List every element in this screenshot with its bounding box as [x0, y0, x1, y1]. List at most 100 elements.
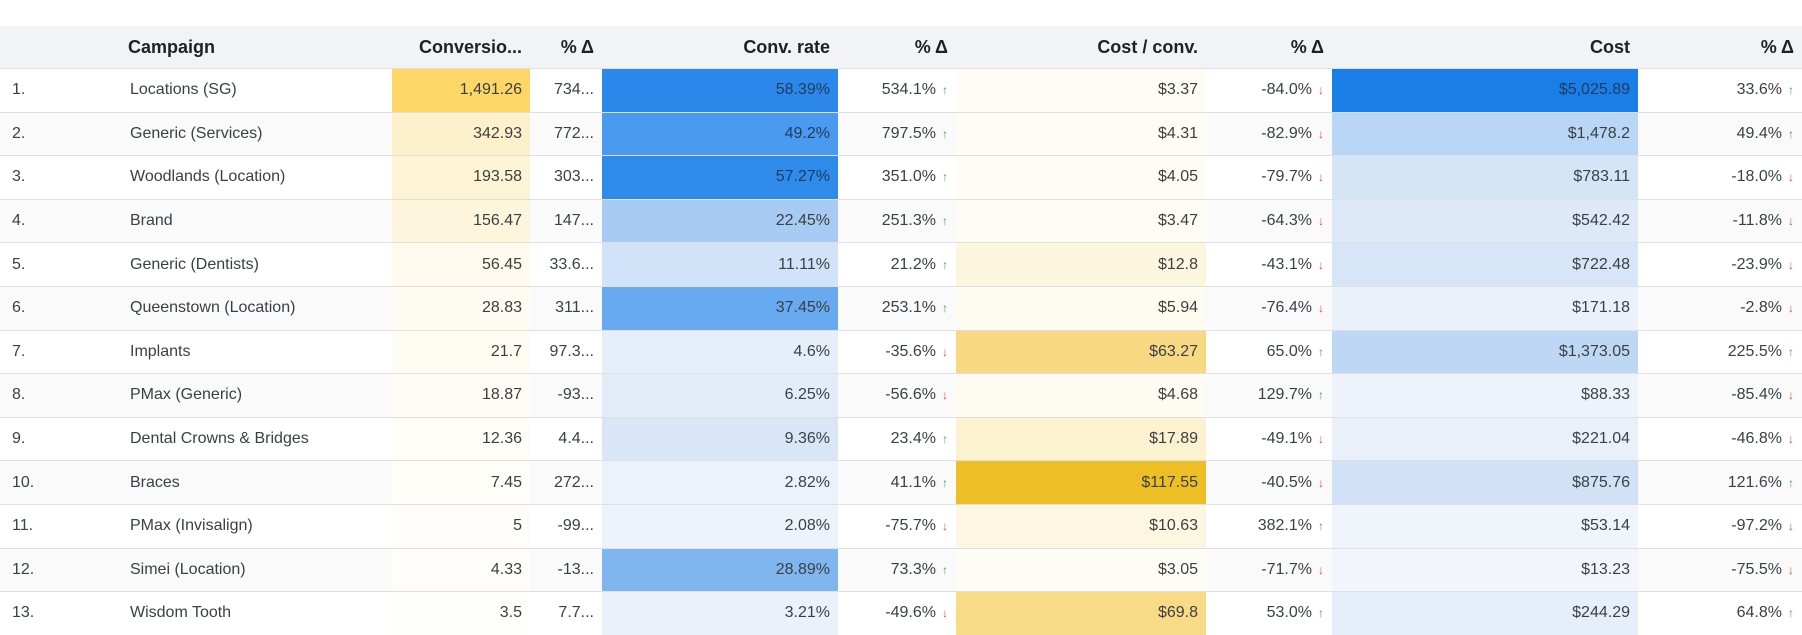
arrow-up-icon: ↑ — [942, 83, 948, 98]
cost-per-conv-change: -79.7% ↓ — [1261, 168, 1324, 186]
conv-rate-value: 37.45% — [602, 286, 838, 330]
arrow-up-icon: ↑ — [942, 301, 948, 316]
conv-rate-change: 21.2% ↑ — [890, 255, 948, 273]
arrow-down-icon: ↓ — [1318, 170, 1324, 185]
campaign-name[interactable]: Generic (Dentists) — [130, 255, 259, 273]
campaign-name[interactable]: Dental Crowns & Bridges — [130, 430, 309, 448]
row-index: 4. — [12, 212, 26, 230]
arrow-up-icon: ↑ — [1788, 606, 1794, 621]
cost-per-conv-value: $4.31 — [956, 112, 1206, 156]
conv-rate-change: -56.6% ↓ — [885, 386, 948, 404]
cost-change: -85.4% ↓ — [1731, 386, 1794, 404]
arrow-down-icon: ↓ — [1318, 432, 1324, 447]
conv-rate-change: -35.6% ↓ — [885, 342, 948, 360]
header-conversions-change[interactable]: % Δ — [560, 36, 594, 57]
arrow-down-icon: ↓ — [942, 344, 948, 359]
header-conv-rate-change[interactable]: % Δ — [914, 36, 948, 57]
conv-rate-change: 251.3% ↑ — [881, 212, 948, 230]
table-row: 7. Implants 21.7 97.3... 4.6% -35.6% ↓ $63.27 65… — [0, 329, 1802, 374]
row-index: 2. — [12, 124, 26, 142]
campaign-name[interactable]: Woodlands (Location) — [130, 168, 286, 186]
arrow-down-icon: ↓ — [1318, 257, 1324, 272]
conv-rate-change: -49.6% ↓ — [885, 604, 948, 622]
cost-per-conv-change: 129.7% ↑ — [1257, 386, 1324, 404]
cost-per-conv-value: $3.05 — [956, 548, 1206, 592]
conv-rate-change: 73.3% ↑ — [890, 560, 948, 578]
campaign-name[interactable]: Queenstown (Location) — [130, 299, 296, 317]
header-conversions[interactable]: Conversio... — [418, 36, 522, 57]
cost-per-conv-value: $12.8 — [956, 243, 1206, 286]
arrow-down-icon: ↓ — [1788, 388, 1794, 403]
table-row: 8. PMax (Generic) 18.87 -93... 6.25% -56.6% ↓ $… — [0, 373, 1802, 417]
conversions-change: 33.6... — [549, 255, 594, 273]
cost-change: -23.9% ↓ — [1731, 255, 1794, 273]
cost-value: $1,373.05 — [1332, 330, 1638, 374]
cost-per-conv-change: -64.3% ↓ — [1261, 212, 1324, 230]
row-index: 7. — [12, 342, 26, 360]
conversions-value: 4.33 — [392, 548, 530, 592]
table-row: 3. Woodlands (Location) 193.58 303... 57.27%… — [0, 155, 1802, 199]
cost-value: $53.14 — [1332, 504, 1638, 548]
campaign-name[interactable]: Brand — [130, 212, 173, 230]
table-row: 5. Generic (Dentists) 56.45 33.6... 11.11% 21… — [0, 242, 1802, 286]
arrow-up-icon: ↑ — [1318, 388, 1324, 403]
conv-rate-value: 28.89% — [602, 548, 838, 592]
campaign-name[interactable]: Braces — [130, 473, 180, 491]
conversions-change: 272... — [553, 473, 594, 491]
arrow-up-icon: ↑ — [942, 126, 948, 141]
row-index: 10. — [12, 473, 35, 491]
arrow-up-icon: ↑ — [1788, 344, 1794, 359]
conversions-value: 7.45 — [392, 461, 530, 504]
cost-change: -75.5% ↓ — [1731, 560, 1794, 578]
arrow-down-icon: ↓ — [1318, 301, 1324, 316]
row-index: 5. — [12, 255, 26, 273]
conversions-value: 193.58 — [392, 156, 530, 199]
conversions-value: 156.47 — [392, 199, 530, 243]
cost-per-conv-change: 53.0% ↑ — [1266, 604, 1324, 622]
conversions-change: 97.3... — [549, 342, 594, 360]
conversions-change: 7.7... — [558, 604, 594, 622]
conversions-value: 5 — [392, 504, 530, 548]
conv-rate-change: 41.1% ↑ — [890, 473, 948, 491]
table-row: 1. Locations (SG) 1,491.26 734... 58.39% 534.… — [0, 68, 1802, 112]
cost-per-conv-change: -43.1% ↓ — [1261, 255, 1324, 273]
conv-rate-value: 2.82% — [602, 461, 838, 504]
cost-value: $5,025.89 — [1332, 69, 1638, 112]
conversions-value: 56.45 — [392, 243, 530, 286]
conv-rate-value: 22.45% — [602, 199, 838, 243]
arrow-down-icon: ↓ — [1788, 301, 1794, 316]
conversions-change: 772... — [553, 124, 594, 142]
campaign-name[interactable]: Generic (Services) — [130, 124, 263, 142]
cost-per-conv-value: $69.8 — [956, 592, 1206, 635]
campaign-name[interactable]: PMax (Invisalign) — [130, 517, 253, 535]
conversions-change: 311... — [555, 299, 594, 317]
arrow-down-icon: ↓ — [1318, 562, 1324, 577]
conv-rate-value: 11.11% — [602, 243, 838, 286]
conversions-value: 3.5 — [392, 592, 530, 635]
campaign-name[interactable]: Implants — [130, 342, 191, 360]
header-conv-rate[interactable]: Conv. rate — [743, 36, 830, 57]
header-cost-per-conv-change[interactable]: % Δ — [1290, 36, 1324, 57]
arrow-up-icon: ↑ — [942, 257, 948, 272]
arrow-up-icon: ↑ — [1788, 126, 1794, 141]
arrow-down-icon: ↓ — [1788, 562, 1794, 577]
header-cost-per-conv[interactable]: Cost / conv. — [1097, 36, 1198, 57]
header-campaign[interactable]: Campaign — [128, 36, 216, 57]
cost-value: $221.04 — [1332, 417, 1638, 461]
header-cost-change[interactable]: % Δ — [1760, 36, 1794, 57]
conv-rate-value: 49.2% — [602, 112, 838, 156]
conv-rate-change: -75.7% ↓ — [885, 517, 948, 535]
campaign-name[interactable]: Locations (SG) — [130, 81, 237, 99]
campaign-name[interactable]: Simei (Location) — [130, 560, 246, 578]
header-cost[interactable]: Cost — [1590, 36, 1630, 57]
conv-rate-value: 58.39% — [602, 69, 838, 112]
conversions-value: 21.7 — [392, 330, 530, 374]
campaign-name[interactable]: Wisdom Tooth — [130, 604, 232, 622]
conversions-value: 28.83 — [392, 286, 530, 330]
cost-per-conv-value: $3.47 — [956, 199, 1206, 243]
cost-per-conv-value: $4.68 — [956, 374, 1206, 417]
cost-change: -18.0% ↓ — [1731, 168, 1794, 186]
conversions-value: 18.87 — [392, 374, 530, 417]
campaign-name[interactable]: PMax (Generic) — [130, 386, 243, 404]
row-index: 6. — [12, 299, 26, 317]
